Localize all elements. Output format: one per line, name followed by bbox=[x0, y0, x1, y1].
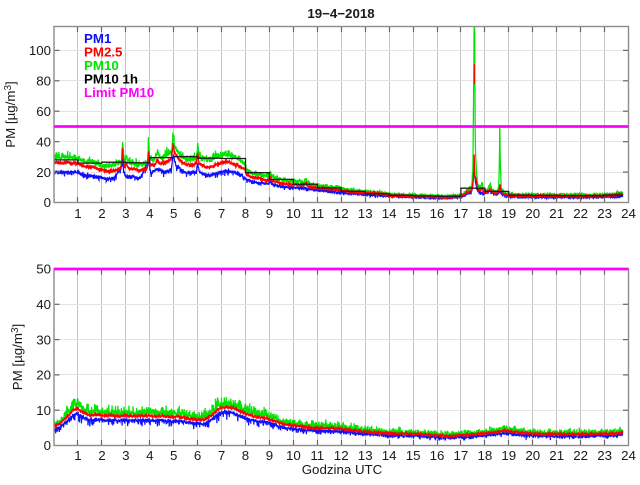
svg-text:12: 12 bbox=[334, 448, 349, 463]
svg-text:21: 21 bbox=[549, 448, 564, 463]
svg-text:0: 0 bbox=[44, 438, 51, 453]
svg-text:PM [µg/m3]: PM [µg/m3] bbox=[10, 324, 25, 390]
svg-text:5: 5 bbox=[170, 448, 177, 463]
svg-text:60: 60 bbox=[36, 104, 51, 119]
svg-text:80: 80 bbox=[36, 74, 51, 89]
svg-text:9: 9 bbox=[266, 206, 273, 221]
svg-text:23: 23 bbox=[597, 206, 612, 221]
svg-text:6: 6 bbox=[194, 448, 201, 463]
svg-text:24: 24 bbox=[621, 448, 636, 463]
svg-text:20: 20 bbox=[36, 368, 51, 383]
svg-text:18: 18 bbox=[478, 448, 493, 463]
svg-text:11: 11 bbox=[310, 206, 324, 221]
svg-text:4: 4 bbox=[146, 206, 153, 221]
svg-text:5: 5 bbox=[170, 206, 177, 221]
svg-text:PM1: PM1 bbox=[84, 31, 112, 46]
svg-text:10: 10 bbox=[286, 448, 301, 463]
svg-text:9: 9 bbox=[266, 448, 273, 463]
svg-text:23: 23 bbox=[597, 448, 612, 463]
svg-text:50: 50 bbox=[36, 262, 51, 277]
svg-text:20: 20 bbox=[36, 165, 51, 180]
svg-text:40: 40 bbox=[36, 297, 51, 312]
svg-text:20: 20 bbox=[525, 448, 540, 463]
svg-text:1: 1 bbox=[74, 206, 81, 221]
svg-text:13: 13 bbox=[358, 206, 373, 221]
svg-text:21: 21 bbox=[549, 206, 564, 221]
svg-text:19: 19 bbox=[501, 206, 516, 221]
svg-text:PM10: PM10 bbox=[84, 58, 119, 73]
svg-text:16: 16 bbox=[430, 448, 445, 463]
svg-text:8: 8 bbox=[242, 206, 249, 221]
svg-text:15: 15 bbox=[406, 206, 421, 221]
svg-text:19−4−2018: 19−4−2018 bbox=[307, 6, 374, 21]
svg-text:Limit PM10: Limit PM10 bbox=[84, 85, 154, 100]
svg-text:Godzina UTC: Godzina UTC bbox=[302, 462, 383, 477]
svg-text:10: 10 bbox=[36, 403, 51, 418]
svg-text:1: 1 bbox=[74, 448, 81, 463]
svg-text:100: 100 bbox=[29, 43, 51, 58]
svg-text:20: 20 bbox=[525, 206, 540, 221]
svg-text:22: 22 bbox=[573, 448, 588, 463]
svg-text:4: 4 bbox=[146, 448, 153, 463]
svg-text:14: 14 bbox=[382, 206, 397, 221]
svg-text:7: 7 bbox=[218, 206, 225, 221]
svg-text:PM2.5: PM2.5 bbox=[84, 45, 123, 60]
svg-text:3: 3 bbox=[122, 448, 129, 463]
svg-text:6: 6 bbox=[194, 206, 201, 221]
svg-text:17: 17 bbox=[454, 448, 469, 463]
svg-text:PM [µg/m3]: PM [µg/m3] bbox=[3, 81, 18, 147]
svg-text:7: 7 bbox=[218, 448, 225, 463]
svg-text:40: 40 bbox=[36, 134, 51, 149]
svg-text:2: 2 bbox=[98, 448, 105, 463]
svg-text:24: 24 bbox=[621, 206, 636, 221]
svg-text:30: 30 bbox=[36, 332, 51, 347]
svg-text:3: 3 bbox=[122, 206, 129, 221]
svg-text:10: 10 bbox=[286, 206, 301, 221]
svg-text:13: 13 bbox=[358, 448, 373, 463]
svg-text:12: 12 bbox=[334, 206, 349, 221]
svg-text:22: 22 bbox=[573, 206, 588, 221]
svg-text:19: 19 bbox=[501, 448, 516, 463]
svg-text:11: 11 bbox=[310, 448, 324, 463]
svg-text:2: 2 bbox=[98, 206, 105, 221]
svg-text:8: 8 bbox=[242, 448, 249, 463]
svg-text:17: 17 bbox=[454, 206, 469, 221]
svg-text:0: 0 bbox=[44, 195, 51, 210]
svg-text:16: 16 bbox=[430, 206, 445, 221]
svg-text:15: 15 bbox=[406, 448, 421, 463]
svg-text:PM10 1h: PM10 1h bbox=[84, 72, 138, 87]
svg-text:14: 14 bbox=[382, 448, 397, 463]
svg-text:18: 18 bbox=[478, 206, 493, 221]
